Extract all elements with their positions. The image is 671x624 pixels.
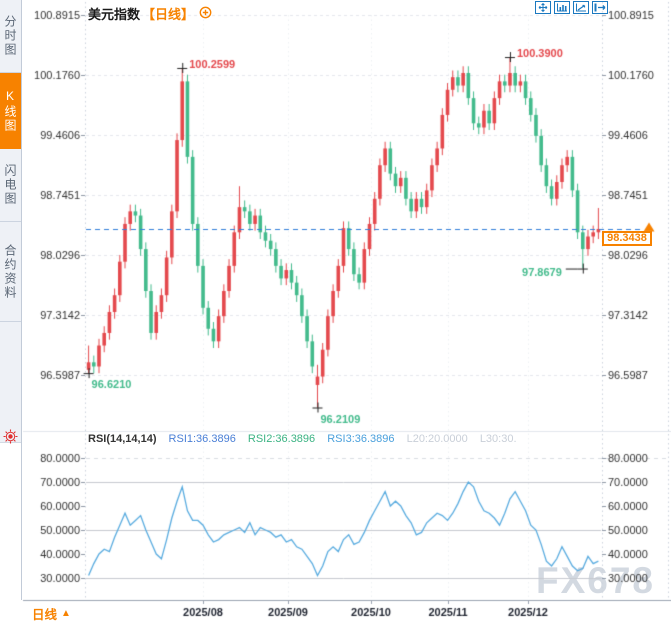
sidebar-tab-kline-chart[interactable]: K线图 [0, 73, 21, 149]
rsi-settings-icon[interactable] [3, 429, 18, 444]
instrument-title: 美元指数 [88, 7, 141, 22]
chart-zoom-icon[interactable] [573, 1, 589, 14]
axis-scale-icon[interactable] [554, 1, 570, 14]
pan-tool-icon[interactable] [535, 1, 551, 14]
rsi-params-label: RSI(14,14,14) [88, 433, 157, 445]
sidebar-tab-lightning-chart[interactable]: 闪电图 [0, 149, 21, 222]
sidebar-tab-contract-info[interactable]: 合约资料 [0, 222, 21, 322]
collapse-right-icon[interactable] [592, 1, 608, 14]
rsi-l20-label: L20:20.0000 [406, 433, 468, 445]
rsi1-value-label: RSI1:36.3896 [168, 433, 236, 445]
chart-title-bar: 美元指数 【日线】 [88, 4, 212, 23]
sidebar-tabs: 分时图 K线图 闪电图 合约资料 [0, 0, 21, 443]
period-tag: 【日线】 [142, 7, 195, 22]
sidebar-tab-time-chart[interactable]: 分时图 [0, 0, 21, 73]
period-up-icon: ▲ [61, 608, 71, 619]
period-selector[interactable]: 日线 ▲ [32, 604, 71, 623]
sidebar: 分时图 K线图 闪电图 合约资料 [0, 0, 22, 600]
add-indicator-icon[interactable] [199, 6, 212, 22]
chart-toolbar [535, 1, 608, 14]
current-price-box: 98.3438 [602, 231, 652, 246]
rsi-legend: RSI(14,14,14) RSI1:36.3896 RSI2:36.3896 … [88, 433, 526, 445]
rsi-l30-label: L30:30. [479, 433, 517, 445]
rsi3-value-label: RSI3:36.3896 [327, 433, 395, 445]
rsi2-value-label: RSI2:36.3896 [247, 433, 316, 445]
period-label: 日线 [32, 608, 58, 622]
